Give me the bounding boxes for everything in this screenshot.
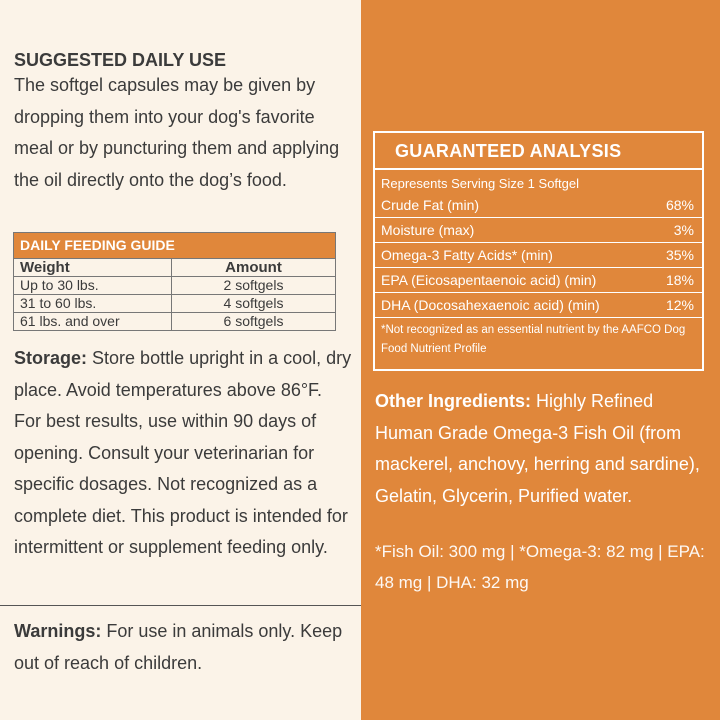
table-title: DAILY FEEDING GUIDE — [13, 232, 336, 259]
label: Storage: — [14, 348, 88, 368]
analysis-value: 3% — [673, 222, 694, 238]
heading: SUGGESTED DAILY USE — [14, 50, 227, 70]
storage: Storage: Store bottle upright in a cool,… — [14, 343, 354, 564]
analysis-row: Moisture (max) 3% — [375, 218, 702, 243]
cell: 6 softgels — [171, 312, 336, 331]
footnote: *Not recognized as an essential nutrient… — [381, 324, 686, 355]
analysis-label: Moisture (max) — [381, 222, 475, 238]
column-header: Weight — [13, 258, 172, 277]
analysis-row: Crude Fat (min) 68% — [375, 193, 702, 218]
cell: 4 softgels — [171, 294, 336, 313]
paragraph: Store bottle upright in a cool, dry plac… — [14, 348, 352, 557]
paragraph: Highly Refined Human Grade Omega-3 Fish … — [375, 391, 700, 506]
analysis-title: GUARANTEED ANALYSIS — [375, 133, 702, 170]
cell: Up to 30 lbs. — [13, 276, 172, 295]
ingredients: Other Ingredients: Highly Refined Human … — [375, 386, 705, 512]
paragraph: The softgel capsules may be given by dro… — [14, 75, 340, 190]
analysis-row: Omega-3 Fatty Acids* (min) 35% — [375, 243, 702, 268]
analysis-value: 68% — [665, 197, 694, 213]
right-panel: GUARANTEED ANALYSIS Represents Serving S… — [361, 0, 720, 720]
analysis-row: DHA (Docosahexaenoic acid) (min) 12% — [375, 293, 702, 318]
analysis-value: 35% — [665, 247, 694, 263]
warnings: Warnings: For use in animals only. Keep … — [14, 616, 354, 679]
cell: 2 softgels — [171, 276, 336, 295]
divider — [0, 605, 361, 606]
analysis-row: EPA (Eicosapentaenoic acid) (min) 18% — [375, 268, 702, 293]
analysis-label: Omega-3 Fatty Acids* (min) — [381, 247, 553, 263]
analysis-label: DHA (Docosahexaenoic acid) (min) — [381, 297, 600, 313]
label: Warnings: — [14, 621, 102, 641]
amounts: *Fish Oil: 300 mg | *Omega-3: 82 mg | EP… — [375, 542, 705, 592]
paragraph: For use in animals only. Keep out of rea… — [14, 621, 343, 673]
serving: Represents Serving Size 1 Softgel — [381, 176, 579, 191]
analysis-box: GUARANTEED ANALYSIS Represents Serving S… — [373, 131, 704, 371]
analysis-label: EPA (Eicosapentaenoic acid) (min) — [381, 272, 597, 288]
cell: 31 to 60 lbs. — [13, 294, 172, 313]
analysis-value: 18% — [665, 272, 694, 288]
analysis-value: 12% — [665, 297, 694, 313]
analysis-label: Crude Fat (min) — [381, 197, 480, 213]
label: Other Ingredients: — [375, 391, 532, 411]
feeding-table: DAILY FEEDING GUIDE Weight Amount Up to 3… — [13, 232, 336, 331]
cell: 61 lbs. and over — [13, 312, 172, 331]
column-header: Amount — [171, 258, 336, 277]
